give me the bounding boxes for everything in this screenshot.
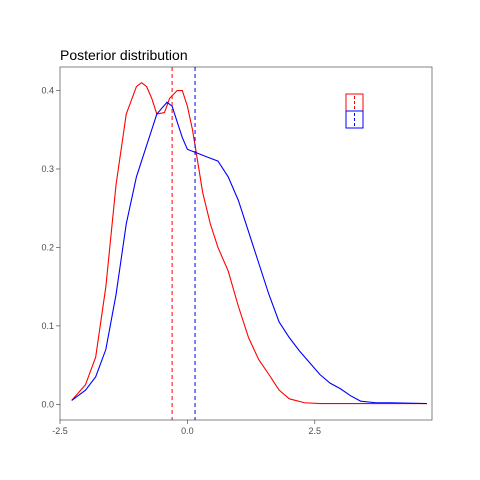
x-tick-label: -2.5 bbox=[52, 426, 68, 436]
y-tick-label: 0.4 bbox=[41, 86, 54, 96]
x-tick-label: 2.5 bbox=[309, 426, 322, 436]
legend bbox=[345, 93, 364, 129]
chart-title: Posterior distribution bbox=[60, 47, 188, 63]
series-2-line bbox=[71, 101, 427, 405]
x-tick-label: 0.0 bbox=[181, 426, 194, 436]
plot-panel bbox=[59, 66, 433, 421]
y-tick-label: 0.0 bbox=[41, 399, 54, 409]
mean-lines bbox=[171, 67, 196, 420]
y-tick-label: 0.2 bbox=[41, 242, 54, 252]
y-axis: 0.0 0.1 0.2 0.3 0.4 bbox=[41, 86, 60, 409]
y-tick-label: 0.1 bbox=[41, 321, 54, 331]
x-axis: -2.5 0.0 2.5 bbox=[52, 420, 321, 436]
y-tick-label: 0.3 bbox=[41, 164, 54, 174]
